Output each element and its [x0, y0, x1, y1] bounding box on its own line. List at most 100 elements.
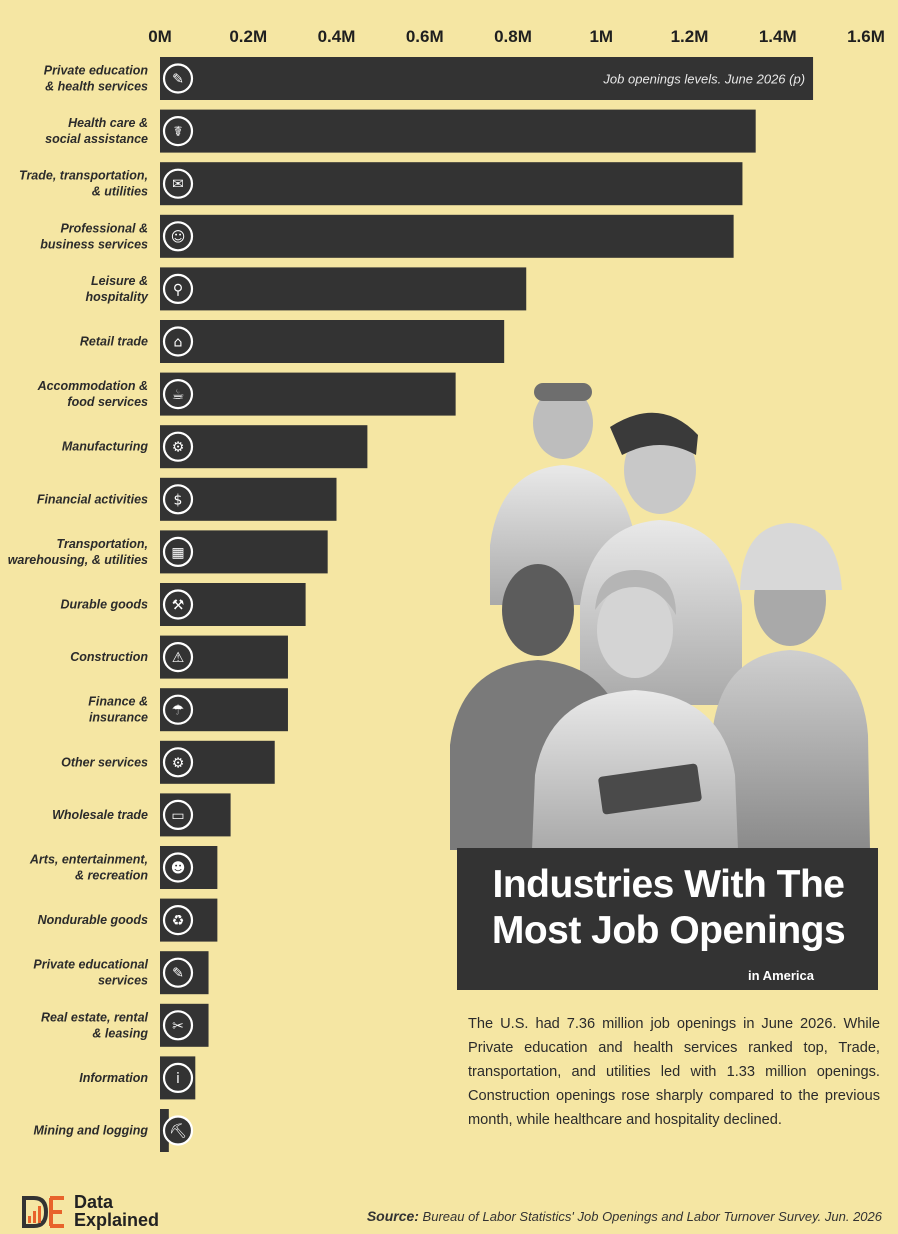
x-tick-label: 1.6M	[847, 27, 885, 46]
category-label: Other services	[61, 755, 148, 769]
category-label: Private educational	[33, 958, 148, 972]
category-label: Information	[79, 1071, 148, 1085]
svg-text:✎: ✎	[172, 72, 184, 88]
category-label: Financial activities	[37, 492, 148, 506]
category-label: & leasing	[92, 1026, 148, 1040]
category-label: Arts, entertainment,	[29, 853, 148, 867]
professional-icon: ☺	[162, 221, 194, 252]
retail-icon: ⌂	[162, 326, 194, 357]
category-label: Finance &	[88, 695, 148, 709]
svg-text:i: i	[176, 1071, 180, 1087]
svg-text:✉: ✉	[172, 177, 184, 193]
category-label: Leisure &	[91, 274, 148, 288]
category-label: warehousing, & utilities	[8, 553, 148, 567]
category-label: & health services	[45, 80, 148, 94]
category-label: & recreation	[75, 869, 148, 883]
category-label: Accommodation &	[37, 379, 148, 393]
leisure-icon: ⚲	[162, 273, 194, 304]
construction-icon: ⚠	[162, 641, 194, 673]
category-label: Transportation,	[57, 537, 148, 551]
category-label: Manufacturing	[62, 440, 148, 454]
svg-text:✂: ✂	[172, 1018, 184, 1034]
category-label: Health care &	[68, 116, 148, 130]
bar	[160, 57, 814, 100]
category-label: Real estate, rental	[41, 1010, 149, 1024]
svg-text:☻: ☻	[171, 861, 186, 877]
bar	[160, 214, 734, 258]
manufacturing-icon: ⚙	[162, 431, 194, 462]
other-services-icon: ⚙	[162, 747, 194, 778]
mining-icon: ⛏	[162, 1115, 194, 1146]
svg-text:♻: ♻	[172, 913, 185, 929]
category-label: insurance	[89, 711, 148, 725]
svg-text:▭: ▭	[171, 808, 184, 824]
category-label: food services	[67, 395, 148, 409]
category-label: & utilities	[92, 185, 148, 199]
nondurable-goods-icon: ♻	[162, 904, 194, 936]
financial-icon: $	[162, 484, 194, 515]
svg-text:☤: ☤	[173, 124, 182, 140]
svg-text:⌂: ⌂	[174, 335, 183, 351]
category-label: hospitality	[85, 290, 149, 304]
svg-text:⚒: ⚒	[172, 598, 185, 614]
category-label: Wholesale trade	[52, 808, 148, 822]
chart-annotation: Job openings levels. June 2026 (p)	[602, 72, 805, 87]
svg-text:⚙: ⚙	[172, 755, 185, 771]
category-label: Construction	[70, 650, 148, 664]
svg-text:☂: ☂	[172, 703, 185, 719]
source-label: Source:	[366, 1208, 419, 1224]
data-explained-logo-icon	[22, 1196, 64, 1228]
bar	[160, 109, 756, 153]
svg-text:▦: ▦	[171, 545, 184, 561]
workers-photo	[430, 375, 870, 850]
logo-line-2: Explained	[74, 1210, 160, 1230]
real-estate-icon: ✂	[162, 1010, 194, 1041]
svg-text:⛏: ⛏	[169, 1124, 187, 1140]
x-tick-label: 0.4M	[318, 27, 356, 46]
educational-services-icon: ✎	[162, 957, 194, 988]
x-tick-label: 1.4M	[759, 27, 797, 46]
durable-goods-icon: ⚒	[162, 589, 194, 620]
svg-text:$: $	[174, 492, 183, 508]
brand-logo: Data Explained	[22, 1193, 192, 1230]
x-tick-label: 0.6M	[406, 27, 444, 46]
bar	[160, 267, 527, 311]
source-text: Bureau of Labor Statistics' Job Openings…	[418, 1209, 882, 1224]
description-paragraph: The U.S. had 7.36 million job openings i…	[468, 1016, 880, 1128]
warehousing-icon: ▦	[162, 536, 194, 568]
bar	[160, 425, 368, 469]
category-label: Mining and logging	[33, 1124, 148, 1138]
category-label: social assistance	[45, 132, 148, 146]
arts-icon: ☻	[162, 852, 194, 883]
svg-text:✎: ✎	[172, 966, 184, 982]
svg-text:☕: ☕	[172, 387, 185, 403]
title-box: Industries With The Most Job Openings in…	[457, 848, 878, 990]
x-tick-label: 0.8M	[494, 27, 532, 46]
svg-text:⚲: ⚲	[173, 282, 183, 298]
category-label: Nondurable goods	[38, 913, 148, 927]
category-label: Private education	[44, 64, 149, 78]
svg-text:⚠: ⚠	[172, 650, 185, 666]
trade-icon: ✉	[162, 168, 194, 199]
x-tick-label: 0.2M	[229, 27, 267, 46]
category-label: Trade, transportation,	[19, 169, 148, 183]
wholesale-icon: ▭	[162, 799, 194, 831]
x-tick-label: 1.2M	[671, 27, 709, 46]
source-note: Source: Bureau of Labor Statistics' Job …	[367, 1208, 882, 1224]
information-icon: i	[162, 1062, 194, 1094]
insurance-icon: ☂	[162, 694, 194, 725]
chart-title: Industries With The Most Job Openings	[491, 863, 846, 952]
food-service-icon: ☕	[162, 379, 194, 410]
x-tick-label: 1M	[589, 27, 613, 46]
svg-text:☺: ☺	[171, 229, 186, 245]
health-care-icon: ☤	[162, 116, 194, 147]
category-label: Professional &	[60, 221, 148, 235]
bar	[160, 162, 743, 206]
bar	[160, 320, 505, 363]
category-label: business services	[40, 237, 148, 251]
category-label: Retail trade	[80, 335, 148, 349]
category-label: services	[98, 974, 148, 988]
chart-subtitle: in America	[748, 968, 814, 983]
education-health-icon: ✎	[162, 63, 194, 94]
